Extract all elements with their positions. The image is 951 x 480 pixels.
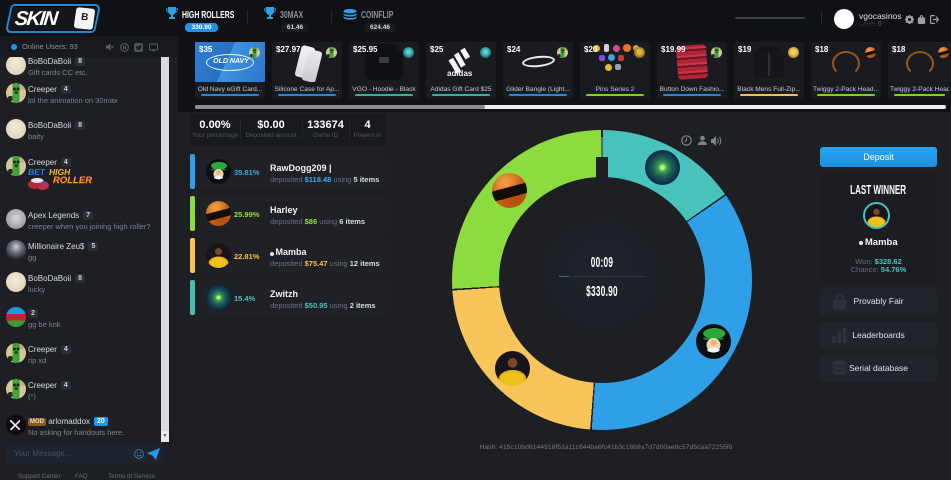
svg-text:adidas: adidas bbox=[447, 69, 473, 78]
